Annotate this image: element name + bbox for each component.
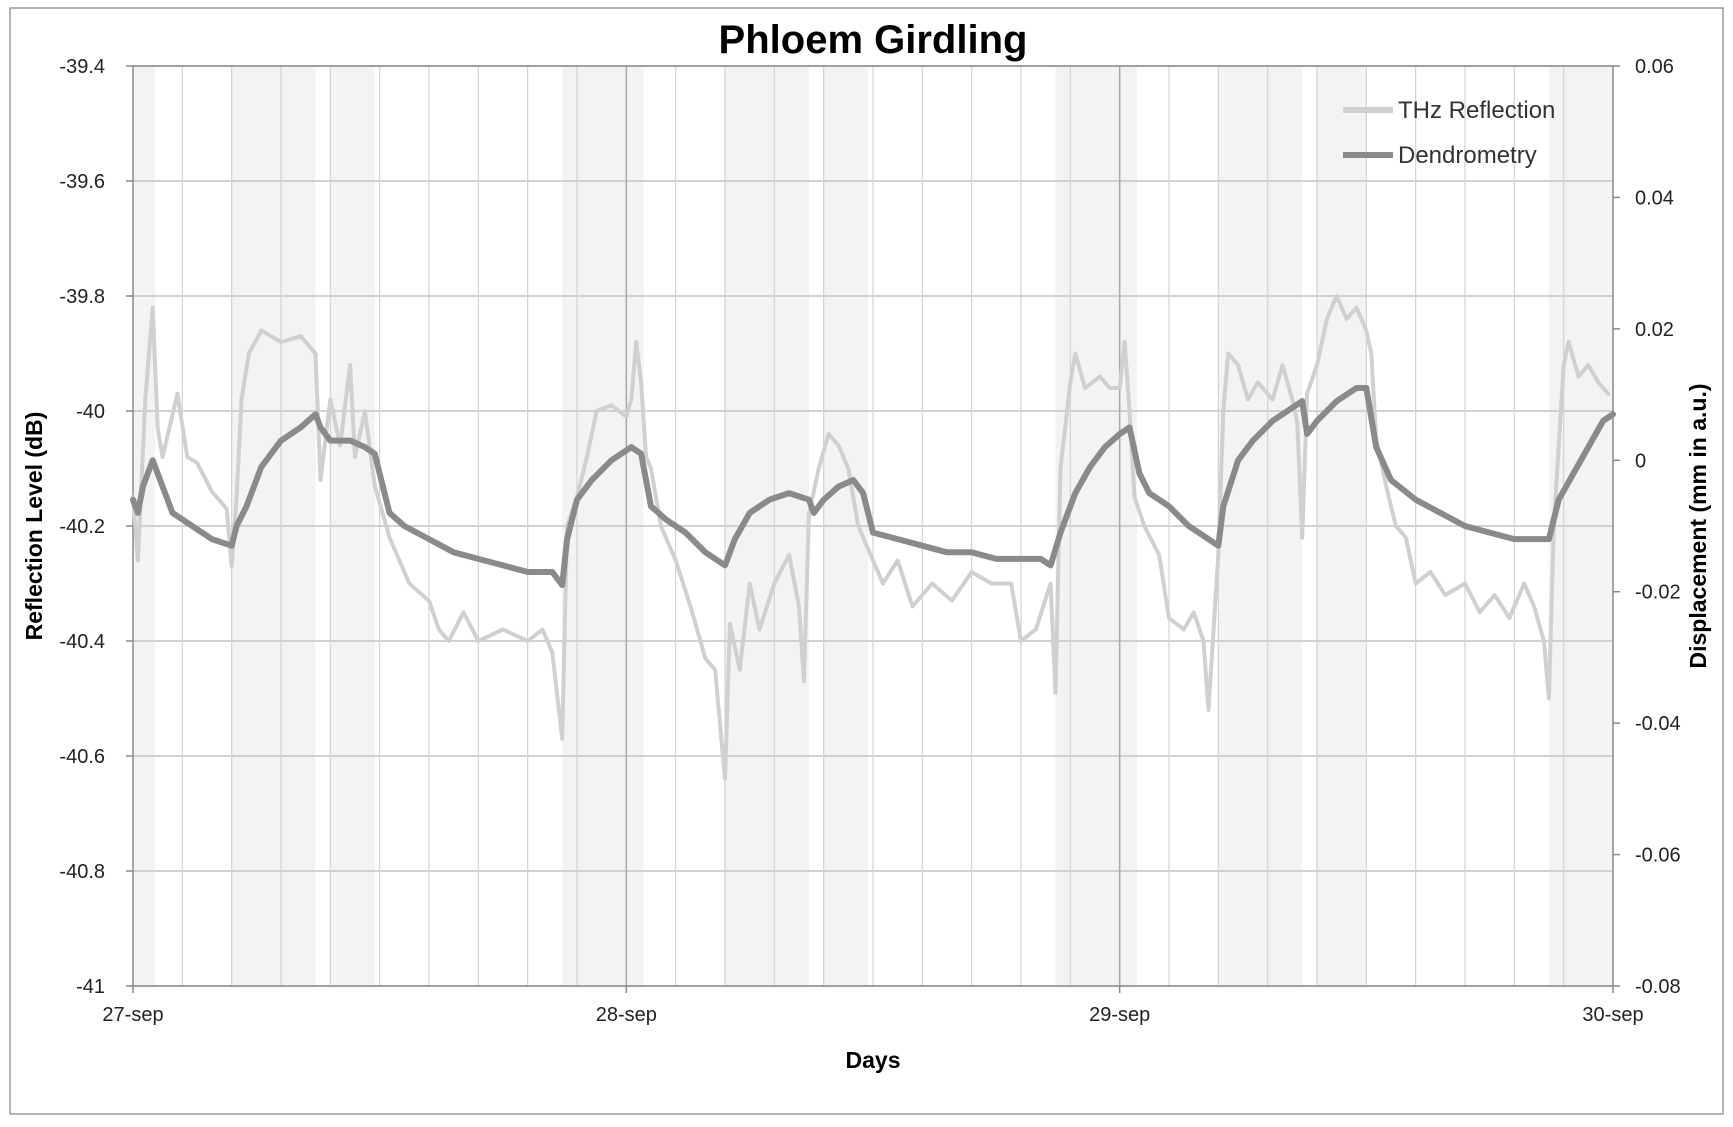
y-right-tick-label: 0.06 bbox=[1635, 56, 1674, 78]
x-tick-label: 29-sep bbox=[1089, 1004, 1150, 1026]
grid-lines bbox=[132, 65, 1614, 987]
x-tick-label: 27-sep bbox=[102, 1004, 163, 1026]
y-right-tick-label: -0.02 bbox=[1635, 582, 1681, 604]
y-left-tick-label: -41 bbox=[76, 976, 105, 998]
y-axis-left-title: Reflection Level (dB) bbox=[21, 412, 47, 641]
y-left-tick-label: -39.6 bbox=[59, 171, 105, 193]
y-right-tick-label: -0.06 bbox=[1635, 845, 1681, 867]
y-right-tick-label: 0 bbox=[1635, 450, 1646, 472]
y-left-tick-label: -40 bbox=[76, 401, 105, 423]
y-left-tick-label: -39.8 bbox=[59, 286, 105, 308]
series-line-dendrometry bbox=[130, 385, 1616, 589]
axis-ticks: -39.4 -39.6 -39.8 -40 -40.2 -40.4 -40.6 -40.8 -4… bbox=[59, 56, 1680, 1026]
y-right-tick-label: 0.04 bbox=[1635, 187, 1674, 209]
series-lines bbox=[130, 294, 1616, 781]
legend-label-dendrometry: Dendrometry bbox=[1398, 142, 1537, 169]
y-right-tick-label: -0.04 bbox=[1635, 713, 1681, 735]
x-tick-label: 30-sep bbox=[1582, 1004, 1643, 1026]
y-left-tick-label: -40.6 bbox=[59, 746, 105, 768]
legend-label-thz: THz Reflection bbox=[1398, 97, 1555, 124]
y-right-tick-label: 0.02 bbox=[1635, 319, 1674, 341]
x-tick-label: 28-sep bbox=[596, 1004, 657, 1026]
y-left-tick-label: -40.4 bbox=[59, 631, 105, 653]
y-right-tick-label: -0.08 bbox=[1635, 976, 1681, 998]
chart-title: Phloem Girdling bbox=[719, 18, 1028, 62]
y-left-tick-label: -39.4 bbox=[59, 56, 105, 78]
x-axis-title: Days bbox=[846, 1047, 901, 1073]
y-left-tick-label: -40.8 bbox=[59, 861, 105, 883]
series-line-thz-reflection bbox=[131, 294, 1611, 781]
legend: THz Reflection Dendrometry bbox=[1343, 97, 1555, 169]
y-axis-right-title: Displacement (mm in a.u.) bbox=[1685, 383, 1711, 668]
y-left-tick-label: -40.2 bbox=[59, 516, 105, 538]
